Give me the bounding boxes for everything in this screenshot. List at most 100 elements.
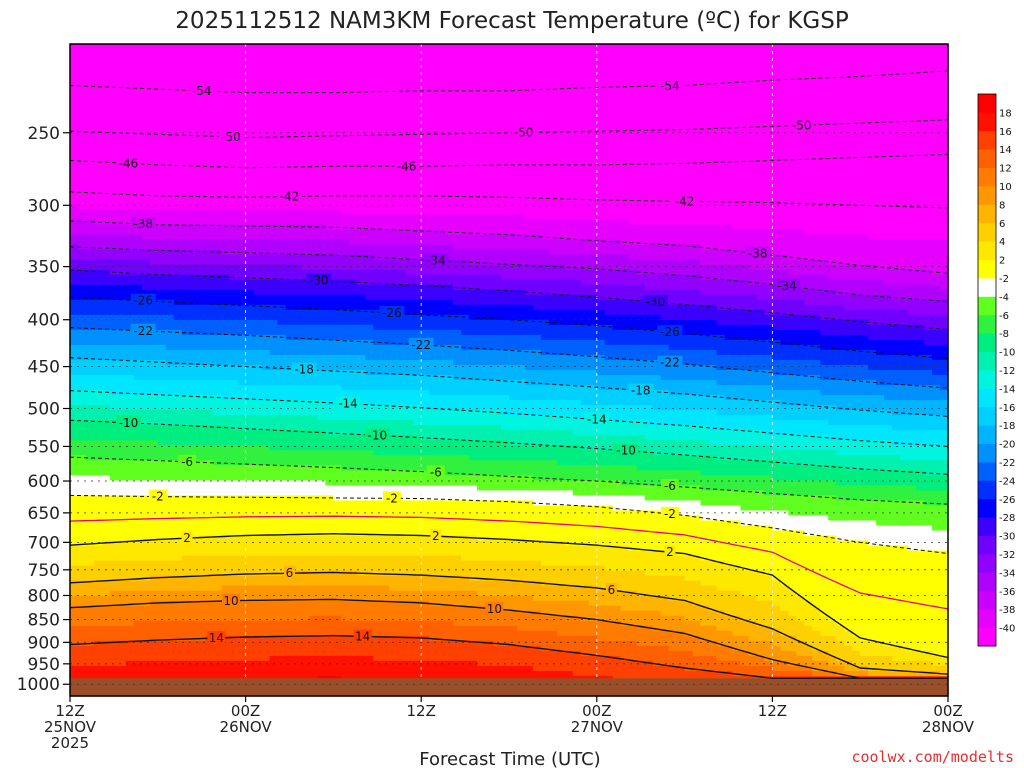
shade-cell xyxy=(253,329,263,336)
shade-cell xyxy=(245,279,255,286)
shade-cell xyxy=(309,149,319,155)
shade-cell xyxy=(77,505,87,512)
shade-cell xyxy=(85,595,95,602)
shade-cell xyxy=(301,470,311,476)
shade-cell xyxy=(149,465,159,471)
shade-cell xyxy=(373,74,382,80)
shade-cell xyxy=(149,134,159,140)
shade-cell xyxy=(77,390,87,396)
shade-cell xyxy=(301,219,311,226)
shade-cell xyxy=(141,500,151,507)
shade-cell xyxy=(269,475,279,481)
shade-cell xyxy=(277,490,287,496)
shade-cell xyxy=(293,470,303,476)
shade-cell xyxy=(189,59,199,65)
shade-cell xyxy=(293,269,303,276)
shade-cell xyxy=(341,259,350,266)
shade-cell xyxy=(285,89,295,95)
shade-cell xyxy=(261,450,271,456)
shade-cell xyxy=(229,254,239,261)
shade-cell xyxy=(365,239,374,246)
shade-cell xyxy=(173,470,183,476)
shade-cell xyxy=(165,194,175,201)
shade-cell xyxy=(189,179,199,186)
shade-cell xyxy=(101,600,111,607)
shade-cell xyxy=(245,139,255,145)
shade-cell xyxy=(181,219,191,226)
shade-cell xyxy=(173,605,183,612)
shade-cell xyxy=(293,400,303,406)
shade-cell xyxy=(117,430,127,436)
shade-cell xyxy=(277,274,287,281)
shade-cell xyxy=(181,254,191,261)
shade-cell xyxy=(85,390,95,396)
shade-cell xyxy=(101,114,111,120)
shade-cell xyxy=(133,465,143,471)
shade-cell xyxy=(269,450,279,456)
shade-cell xyxy=(261,344,271,351)
shade-cell xyxy=(70,179,79,186)
shade-cell xyxy=(85,284,95,291)
shade-cell xyxy=(293,349,303,356)
shade-cell xyxy=(277,224,287,231)
shade-cell xyxy=(77,630,87,637)
shade-cell xyxy=(309,650,319,657)
shade-cell xyxy=(357,274,366,281)
shade-cell xyxy=(221,79,231,85)
shade-cell xyxy=(101,289,111,296)
shade-cell xyxy=(93,470,103,476)
shade-cell xyxy=(101,284,111,291)
shade-cell xyxy=(245,294,255,301)
shade-cell xyxy=(229,49,239,55)
shade-cell xyxy=(101,435,111,441)
shade-cell xyxy=(213,104,223,110)
shade-cell xyxy=(221,655,231,662)
shade-cell xyxy=(357,375,366,381)
shade-cell xyxy=(229,390,239,396)
shade-cell xyxy=(205,104,215,110)
shade-cell xyxy=(301,299,311,306)
shade-cell xyxy=(149,164,159,170)
shade-cell xyxy=(149,455,159,461)
shade-cell xyxy=(341,289,350,296)
shade-cell xyxy=(70,565,79,572)
shade-cell xyxy=(181,279,191,286)
shade-cell xyxy=(285,254,295,261)
shade-cell xyxy=(245,390,255,396)
shade-cell xyxy=(277,395,287,401)
shade-cell xyxy=(93,109,103,115)
shade-cell xyxy=(285,385,295,391)
shade-cell xyxy=(333,254,342,261)
shade-cell xyxy=(341,329,350,336)
shade-cell xyxy=(229,470,239,476)
shade-cell xyxy=(197,179,207,186)
shade-cell xyxy=(221,585,231,592)
shade-cell xyxy=(125,460,135,466)
shade-cell xyxy=(253,179,263,186)
shade-cell xyxy=(165,485,175,491)
shade-cell xyxy=(357,490,366,496)
shade-cell xyxy=(213,149,223,155)
shade-cell xyxy=(165,525,175,532)
shade-cell xyxy=(181,620,191,627)
shade-cell xyxy=(373,164,382,170)
shade-cell xyxy=(269,104,279,110)
shade-cell xyxy=(309,495,319,501)
shade-cell xyxy=(285,69,295,75)
shade-cell xyxy=(101,224,111,231)
shade-cell xyxy=(189,349,199,356)
shade-cell xyxy=(301,144,311,150)
shade-cell xyxy=(109,174,119,181)
shade-cell xyxy=(181,420,191,426)
shade-cell xyxy=(341,274,350,281)
shade-cell xyxy=(357,164,366,170)
shade-cell xyxy=(333,665,342,672)
shade-cell xyxy=(197,595,207,602)
shade-cell xyxy=(221,405,231,411)
shade-cell xyxy=(365,74,374,80)
shade-cell xyxy=(181,630,191,637)
shade-cell xyxy=(70,635,79,642)
shade-cell xyxy=(341,380,350,386)
shade-cell xyxy=(141,84,151,90)
shade-cell xyxy=(93,375,103,381)
